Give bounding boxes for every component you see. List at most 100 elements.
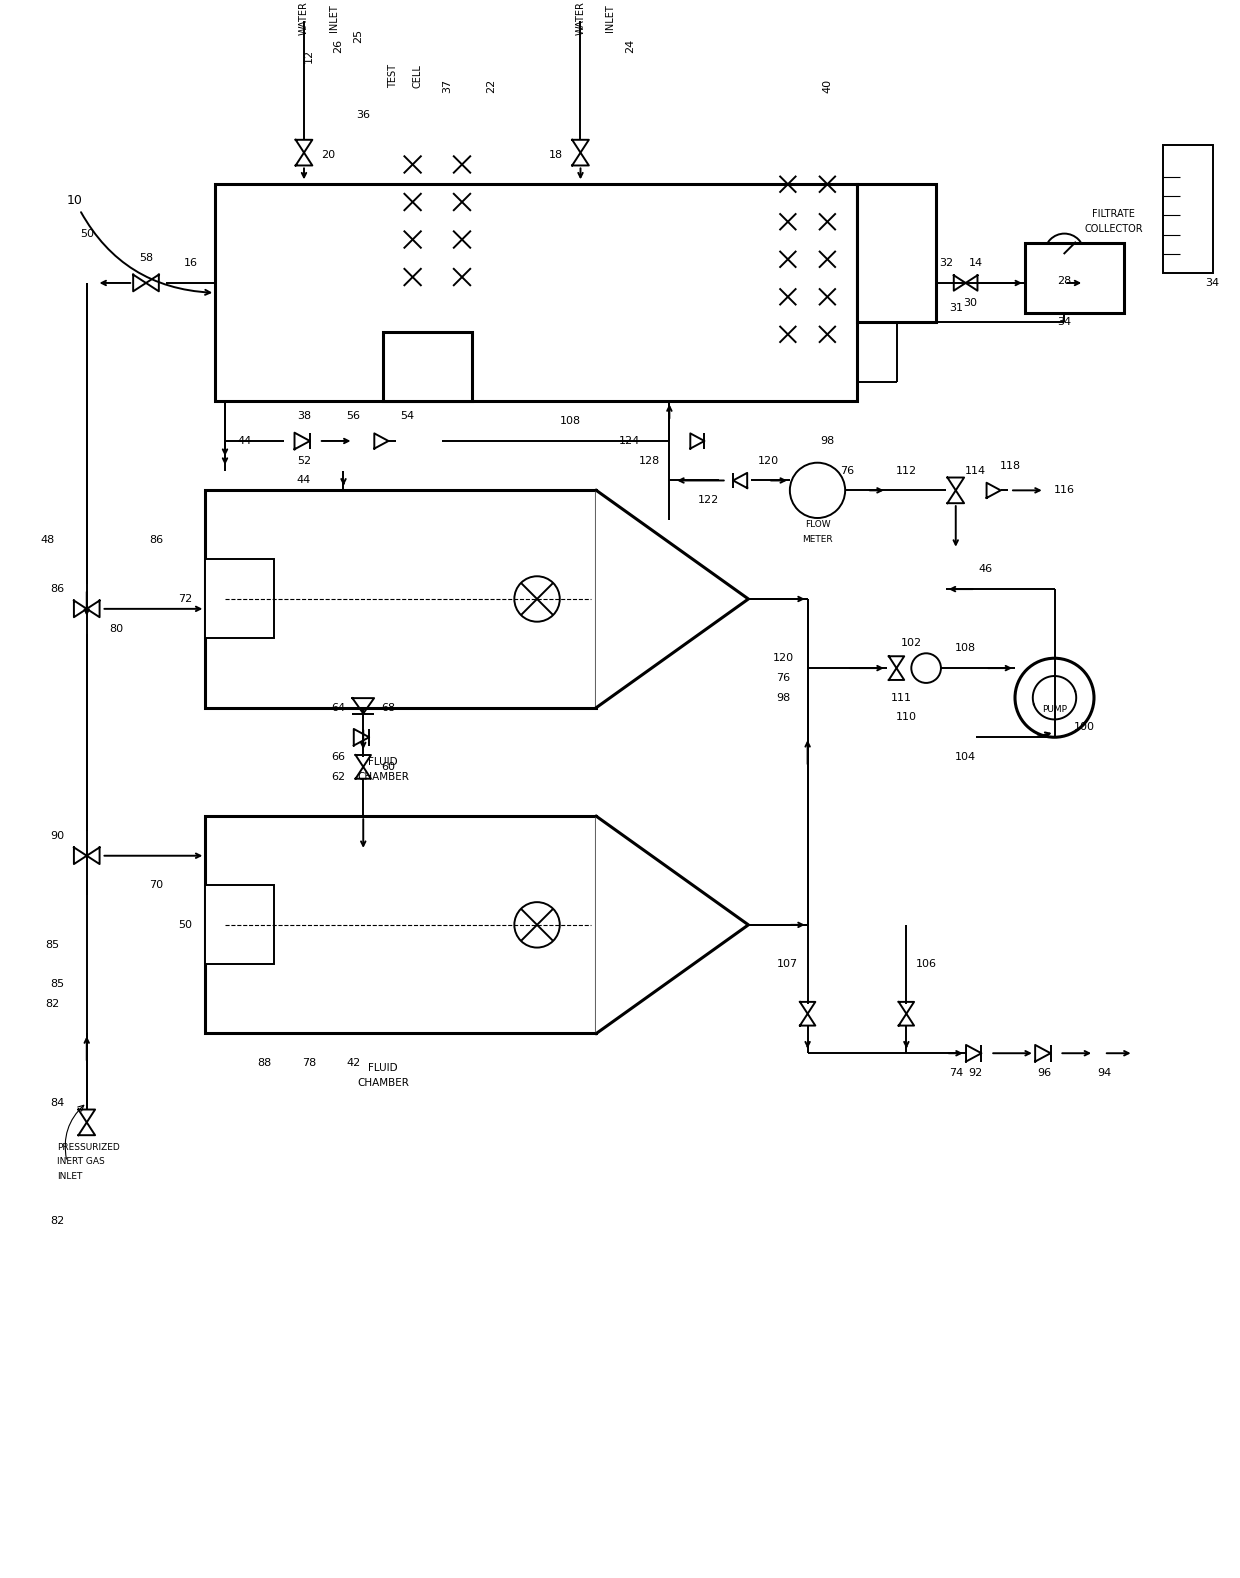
Text: 52: 52 [296,456,311,466]
Text: 76: 76 [776,672,790,683]
Text: 85: 85 [50,978,64,989]
Text: 42: 42 [346,1059,361,1068]
Circle shape [790,462,846,518]
Text: 12: 12 [304,49,314,63]
Text: 16: 16 [184,259,197,268]
Text: 82: 82 [50,1217,64,1226]
Text: 34: 34 [1058,317,1071,328]
Text: 122: 122 [698,495,719,505]
Text: 37: 37 [443,79,453,93]
Text: FLUID: FLUID [368,1064,398,1073]
Bar [215,185,857,401]
Text: 92: 92 [968,1068,982,1078]
Text: 50: 50 [79,229,94,238]
Text: 84: 84 [50,1098,64,1108]
Text: 78: 78 [301,1059,316,1068]
Text: FLOW: FLOW [805,521,831,529]
Bar [1163,145,1213,273]
Text: FILTRATE: FILTRATE [1092,208,1135,219]
Text: 68: 68 [381,702,396,713]
Text: WATER: WATER [575,2,585,35]
Text: TEST: TEST [388,63,398,88]
Text: 30: 30 [963,298,977,308]
Bar [206,816,596,1034]
Text: 36: 36 [356,110,371,120]
Text: 54: 54 [401,412,414,421]
Text: 76: 76 [839,466,854,475]
Text: 44: 44 [296,475,311,486]
Text: 98: 98 [820,436,835,447]
Text: 24: 24 [625,39,635,54]
Text: 112: 112 [895,466,916,475]
Text: METER: METER [802,535,833,544]
Circle shape [515,903,559,947]
Text: 116: 116 [1054,486,1075,495]
Text: 20: 20 [321,150,336,159]
Text: 120: 120 [773,653,794,663]
Text: 85: 85 [45,939,60,950]
Text: 58: 58 [139,254,153,264]
Text: 28: 28 [1058,276,1071,286]
Polygon shape [596,491,749,707]
Text: 74: 74 [949,1068,963,1078]
Text: 10: 10 [67,194,210,295]
Text: 111: 111 [890,693,911,702]
Bar [206,885,274,964]
Text: FLUID: FLUID [368,757,398,767]
Circle shape [1044,234,1084,273]
Circle shape [911,653,941,683]
Text: 86: 86 [50,584,64,593]
Circle shape [515,576,559,622]
Text: 118: 118 [999,461,1021,470]
Text: 94: 94 [1096,1068,1111,1078]
Text: 25: 25 [353,28,363,43]
Text: 110: 110 [895,713,916,723]
Text: 82: 82 [45,999,60,1008]
Text: PUMP: PUMP [1042,705,1066,715]
Text: 14: 14 [968,259,982,268]
Text: 124: 124 [619,436,641,447]
Text: 48: 48 [40,535,55,544]
Text: 66: 66 [331,753,346,762]
Text: 128: 128 [639,456,660,466]
Text: 108: 108 [955,644,976,653]
Text: INLET: INLET [605,5,615,32]
Text: 100: 100 [1074,723,1095,732]
Text: 96: 96 [1038,1068,1052,1078]
Text: CHAMBER: CHAMBER [357,1078,409,1087]
Text: 90: 90 [50,832,64,841]
Bar [206,491,596,707]
Text: 31: 31 [949,303,962,312]
Polygon shape [596,816,749,1034]
Text: 32: 32 [939,259,952,268]
Text: 40: 40 [822,79,832,93]
Text: 26: 26 [334,39,343,54]
Text: 44: 44 [238,436,252,447]
Text: CELL: CELL [413,63,423,87]
Bar [857,185,936,322]
Text: 22: 22 [486,79,497,93]
Text: 18: 18 [549,150,563,159]
Text: 56: 56 [346,412,361,421]
Text: 62: 62 [331,772,346,781]
Text: 38: 38 [296,412,311,421]
Text: 120: 120 [758,456,779,466]
Text: 70: 70 [149,881,162,890]
Text: 60: 60 [381,762,394,772]
Bar [383,333,472,401]
Bar [206,560,274,639]
Text: 104: 104 [955,753,976,762]
Text: 114: 114 [965,466,986,475]
Text: 50: 50 [179,920,192,929]
Text: INLET: INLET [329,5,339,32]
Text: 102: 102 [900,639,921,649]
Text: 80: 80 [109,623,124,634]
Text: PRESSURIZED: PRESSURIZED [57,1142,120,1152]
Circle shape [1016,658,1094,737]
Text: COLLECTOR: COLLECTOR [1085,224,1143,234]
Text: 72: 72 [179,593,192,604]
Text: 88: 88 [258,1059,272,1068]
Text: 106: 106 [915,959,936,969]
Bar [1025,243,1123,312]
Text: 64: 64 [331,702,346,713]
